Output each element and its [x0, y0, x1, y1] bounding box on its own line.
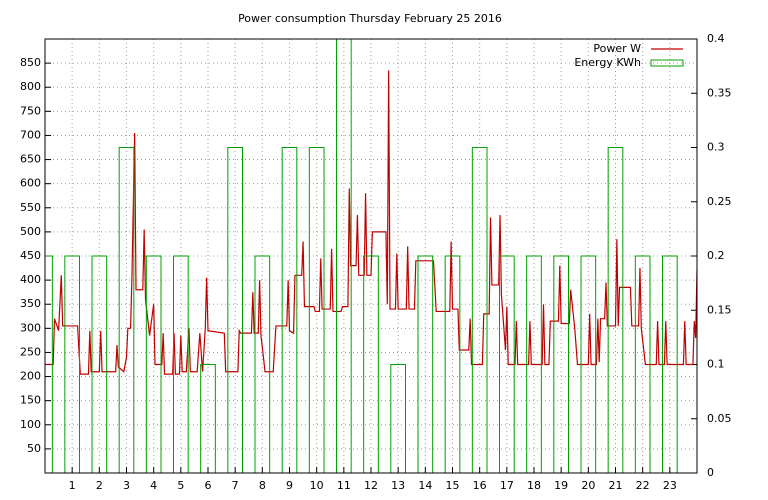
- x-tick-label: 4: [150, 479, 157, 492]
- legend-label: Power W: [593, 42, 641, 55]
- y-tick-label: 100: [20, 418, 41, 431]
- x-tick-label: 23: [663, 479, 677, 492]
- x-tick-label: 18: [527, 479, 541, 492]
- plot-frame: [44, 38, 698, 474]
- energy-box: [417, 255, 434, 473]
- y-tick-label: 500: [20, 225, 41, 238]
- x-tick-label: 10: [310, 479, 324, 492]
- x-tick-label: 3: [123, 479, 130, 492]
- energy-box: [200, 364, 216, 473]
- y-tick-label: 300: [20, 321, 41, 334]
- y2-tick-label: 0.15: [707, 303, 732, 316]
- x-tick-label: 5: [177, 479, 184, 492]
- legend-label: Energy KWh: [574, 56, 641, 69]
- y2-tick-label: 0.25: [707, 195, 732, 208]
- x-tick-label: 6: [205, 479, 212, 492]
- x-tick-label: 21: [609, 479, 623, 492]
- y-tick-label: 400: [20, 273, 41, 286]
- energy-box: [444, 255, 461, 473]
- energy-box: [363, 255, 379, 473]
- y-tick-label: 50: [27, 442, 41, 455]
- y2-tick-label: 0.05: [707, 412, 732, 425]
- chart-title: Power consumption Thursday February 25 2…: [238, 12, 502, 25]
- x-tick-label: 19: [554, 479, 568, 492]
- energy-box: [281, 147, 298, 473]
- energy-box: [634, 255, 651, 473]
- x-tick-label: 12: [364, 479, 378, 492]
- y2-tick-label: 0.3: [707, 141, 725, 154]
- y-tick-label: 550: [20, 201, 41, 214]
- energy-box: [118, 147, 135, 473]
- y2-tick-label: 0.4: [707, 32, 725, 45]
- energy-box: [254, 255, 271, 473]
- x-tick-label: 2: [96, 479, 103, 492]
- y-tick-label: 700: [20, 128, 41, 141]
- x-tick-label: 1: [69, 479, 76, 492]
- x-tick-label: 17: [500, 479, 514, 492]
- y-tick-label: 800: [20, 80, 41, 93]
- y-tick-label: 350: [20, 297, 41, 310]
- x-tick-label: 8: [259, 479, 266, 492]
- energy-box: [308, 147, 325, 473]
- x-tick-label: 15: [446, 479, 460, 492]
- plot-area: [45, 39, 697, 473]
- y-tick-label: 600: [20, 177, 41, 190]
- energy-box: [498, 255, 515, 473]
- energy-box: [607, 147, 624, 473]
- energy-box: [661, 255, 678, 473]
- energy-box: [91, 255, 108, 473]
- y-tick-label: 150: [20, 394, 41, 407]
- x-tick-label: 11: [337, 479, 351, 492]
- energy-box: [471, 147, 488, 473]
- x-tick-label: 14: [418, 479, 432, 492]
- y-tick-label: 850: [20, 56, 41, 69]
- x-tick-label: 7: [232, 479, 239, 492]
- energy-box: [172, 255, 189, 473]
- x-tick-label: 13: [391, 479, 405, 492]
- energy-box: [64, 255, 81, 473]
- legend-swatch: [650, 59, 684, 67]
- y2-tick-label: 0.35: [707, 86, 732, 99]
- energy-box: [526, 255, 542, 473]
- x-tick-label: 9: [286, 479, 293, 492]
- y2-tick-label: 0.1: [707, 358, 725, 371]
- energy-box: [390, 364, 407, 473]
- y-tick-label: 750: [20, 104, 41, 117]
- x-tick-label: 22: [636, 479, 650, 492]
- y2-tick-label: 0.2: [707, 249, 725, 262]
- energy-box: [553, 255, 570, 473]
- power-line: [45, 70, 697, 375]
- y-tick-label: 650: [20, 153, 41, 166]
- energy-box: [580, 255, 597, 473]
- x-tick-label: 20: [581, 479, 595, 492]
- energy-box: [335, 39, 352, 473]
- y2-tick-label: 0: [707, 466, 714, 479]
- energy-box: [227, 147, 244, 473]
- energy-box: [145, 255, 162, 473]
- y-tick-label: 250: [20, 345, 41, 358]
- y-tick-label: 450: [20, 249, 41, 262]
- y-tick-label: 200: [20, 370, 41, 383]
- x-tick-label: 16: [473, 479, 487, 492]
